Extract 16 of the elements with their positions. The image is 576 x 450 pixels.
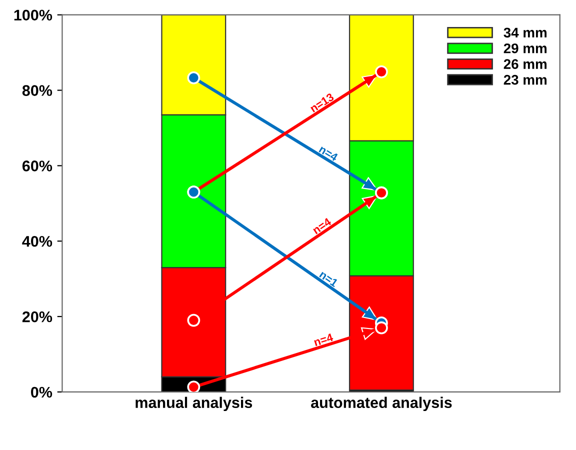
y-tick-label: 60% bbox=[22, 160, 52, 172]
y-tick-label: 80% bbox=[22, 85, 52, 96]
annotation: n=4 bbox=[312, 217, 332, 234]
y-tick-label: 40% bbox=[22, 236, 52, 247]
annotation: n=4 bbox=[318, 145, 339, 162]
y-tick-label: 20% bbox=[22, 311, 52, 322]
legend-label: 29 mm bbox=[504, 43, 547, 54]
annotation: n=4 bbox=[314, 333, 334, 346]
x-tick-label: automated analysis bbox=[311, 396, 452, 412]
x-tick-label: manual analysis bbox=[136, 396, 252, 412]
y-tick-label: 100% bbox=[14, 10, 52, 21]
y-tick-label: 0% bbox=[31, 386, 52, 398]
legend-label: 23 mm bbox=[504, 74, 547, 85]
annotation: n=1 bbox=[319, 270, 339, 288]
legend-label: 34 mm bbox=[504, 28, 547, 38]
legend-label: 26 mm bbox=[504, 59, 547, 69]
